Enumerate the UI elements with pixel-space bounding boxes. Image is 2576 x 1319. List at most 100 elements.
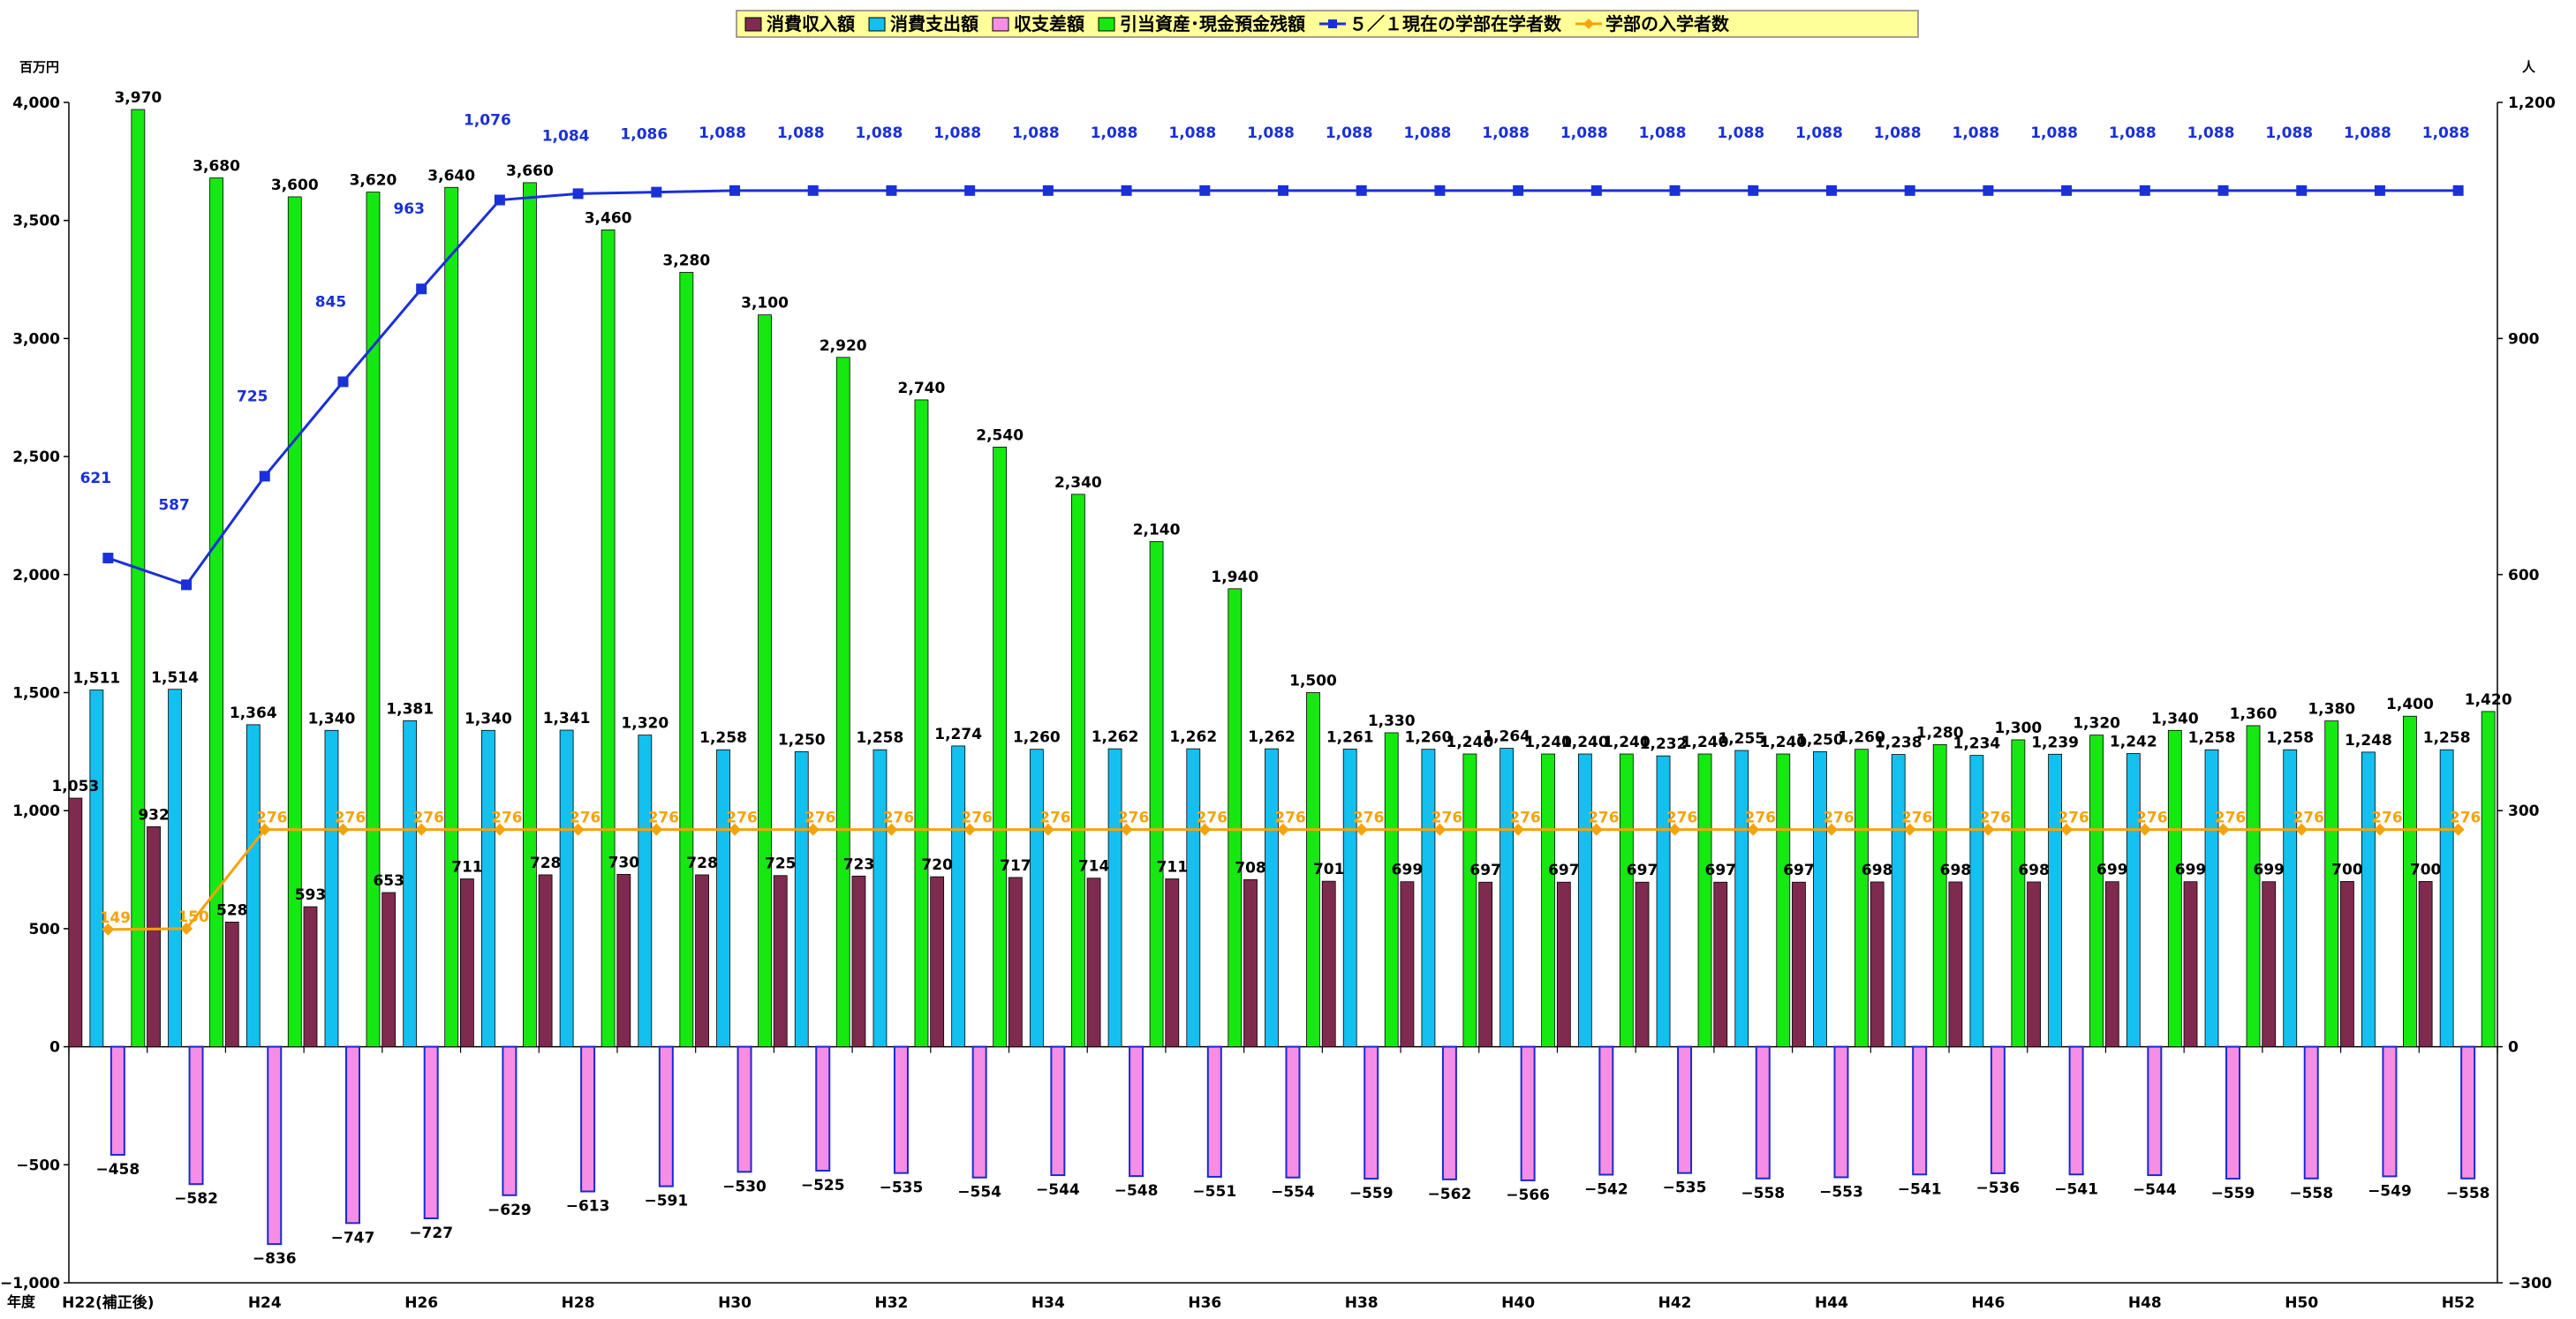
bar-3 — [1206, 1045, 1222, 1178]
bar-2 — [168, 689, 182, 1048]
line-marker-diamond — [2060, 823, 2074, 836]
legend-swatch-bar — [992, 17, 1009, 32]
line-value-label: 1,088 — [1482, 124, 1530, 142]
bar-value-label: −525 — [801, 1177, 845, 1195]
line-marker-square — [1434, 185, 1446, 196]
line-value-label: 1,088 — [1795, 124, 1843, 142]
line-marker-diamond — [2451, 823, 2465, 836]
bar-3 — [1520, 1045, 1536, 1181]
bar-value-label: 3,600 — [271, 177, 319, 194]
bar-4 — [2403, 715, 2417, 1047]
bar-value-label: 1,240 — [1603, 734, 1651, 751]
left-tick-label: 2,500 — [12, 448, 60, 466]
bar-3 — [502, 1045, 517, 1196]
bar-value-label: 2,540 — [976, 426, 1024, 444]
bar-value-label: −613 — [566, 1198, 610, 1216]
line-marker-square — [1748, 185, 1759, 196]
right-tick-label: 1,200 — [2508, 94, 2556, 112]
bar-3 — [2303, 1045, 2319, 1180]
line-marker-square — [1825, 185, 1837, 196]
bar-2 — [873, 749, 888, 1048]
line-marker-diamond — [1903, 823, 1916, 836]
line-marker-diamond — [1747, 823, 1760, 836]
bar-2 — [403, 720, 418, 1048]
bar-1 — [2418, 881, 2433, 1047]
category-label: H26 — [404, 1294, 438, 1312]
bar-value-label: 1,255 — [1718, 730, 1765, 748]
bar-value-label: 698 — [1862, 862, 1893, 879]
category-label: H28 — [562, 1294, 595, 1312]
bar-4 — [1462, 753, 1477, 1047]
bar-value-label: 699 — [2175, 862, 2207, 879]
bar-value-label: 1,232 — [1640, 735, 1688, 753]
bar-value-label: −549 — [2368, 1182, 2412, 1200]
bar-1 — [68, 797, 83, 1047]
bar-value-label: 1,260 — [1013, 729, 1061, 747]
left-tick-label: 3,000 — [12, 330, 60, 348]
bar-value-label: −582 — [174, 1190, 218, 1208]
bar-value-label: 1,260 — [1405, 729, 1453, 747]
line-value-label: 276 — [1980, 810, 2012, 827]
bar-2 — [559, 729, 574, 1048]
category-label: H38 — [1345, 1294, 1379, 1312]
left-tick-label: −1,000 — [0, 1275, 60, 1293]
bar-3 — [1833, 1045, 1849, 1179]
line-marker-diamond — [1512, 823, 1525, 836]
bar-1 — [616, 873, 631, 1048]
bar-value-label: 717 — [1000, 857, 1031, 875]
bar-value-label: 697 — [1783, 862, 1815, 879]
line-value-label: 1,088 — [1168, 124, 1216, 142]
bar-4 — [1384, 732, 1399, 1048]
bar-value-label: 1,320 — [621, 715, 669, 733]
line-marker-diamond — [258, 823, 271, 836]
bar-value-label: 720 — [921, 856, 953, 874]
line-marker-square — [1983, 185, 1994, 196]
bar-value-label: 1,234 — [1953, 735, 2000, 753]
line-value-label: 1,088 — [1326, 124, 1373, 142]
bar-2 — [2361, 751, 2376, 1048]
line-value-label: 276 — [1745, 810, 1777, 827]
bar-1 — [460, 878, 474, 1047]
line-marker-square — [572, 188, 584, 200]
bar-4 — [287, 196, 302, 1048]
legend-swatch-bar — [744, 17, 762, 32]
line-marker-diamond — [336, 823, 350, 836]
bar-1 — [1948, 881, 1963, 1047]
bar-2 — [1500, 748, 1515, 1047]
line-value-label: 276 — [491, 810, 523, 827]
line-value-label: 725 — [237, 388, 268, 405]
line-marker-square — [2217, 185, 2229, 196]
line-marker-square — [2452, 185, 2464, 196]
line-value-label: 276 — [883, 810, 915, 827]
category-label: H42 — [1658, 1294, 1692, 1312]
right-tick-label: 600 — [2508, 567, 2540, 584]
bar-4 — [1697, 753, 1712, 1047]
bar-value-label: 1,280 — [1916, 724, 1964, 742]
left-tick-label: 3,500 — [12, 213, 60, 230]
bar-value-label: 3,100 — [741, 295, 789, 313]
bar-1 — [381, 892, 397, 1047]
bar-value-label: 699 — [2253, 862, 2285, 879]
bar-value-label: −458 — [95, 1161, 140, 1179]
line-marker-square — [1199, 185, 1211, 196]
bar-value-label: 2,340 — [1054, 474, 1102, 492]
line-value-label: 1,088 — [1560, 124, 1608, 142]
line-marker-diamond — [729, 823, 742, 836]
category-label: H32 — [875, 1294, 909, 1312]
bar-value-label: 697 — [1548, 862, 1580, 879]
line-value-label: 1,088 — [1639, 124, 1687, 142]
bar-1 — [224, 922, 239, 1048]
bar-1 — [538, 874, 553, 1048]
line-value-label: 1,088 — [1952, 124, 1999, 142]
bar-2 — [1734, 750, 1749, 1048]
bar-value-label: 1,242 — [2110, 733, 2157, 750]
bar-value-label: 698 — [1940, 862, 1972, 879]
line-value-label: 963 — [393, 200, 425, 218]
bar-4 — [1619, 753, 1634, 1047]
bar-4 — [758, 314, 772, 1048]
right-tick-label: 0 — [2508, 1039, 2519, 1057]
bar-4 — [523, 182, 537, 1048]
bar-4 — [444, 186, 459, 1047]
bar-1 — [1008, 877, 1023, 1048]
x-axis-title: 年度 — [7, 1293, 36, 1310]
